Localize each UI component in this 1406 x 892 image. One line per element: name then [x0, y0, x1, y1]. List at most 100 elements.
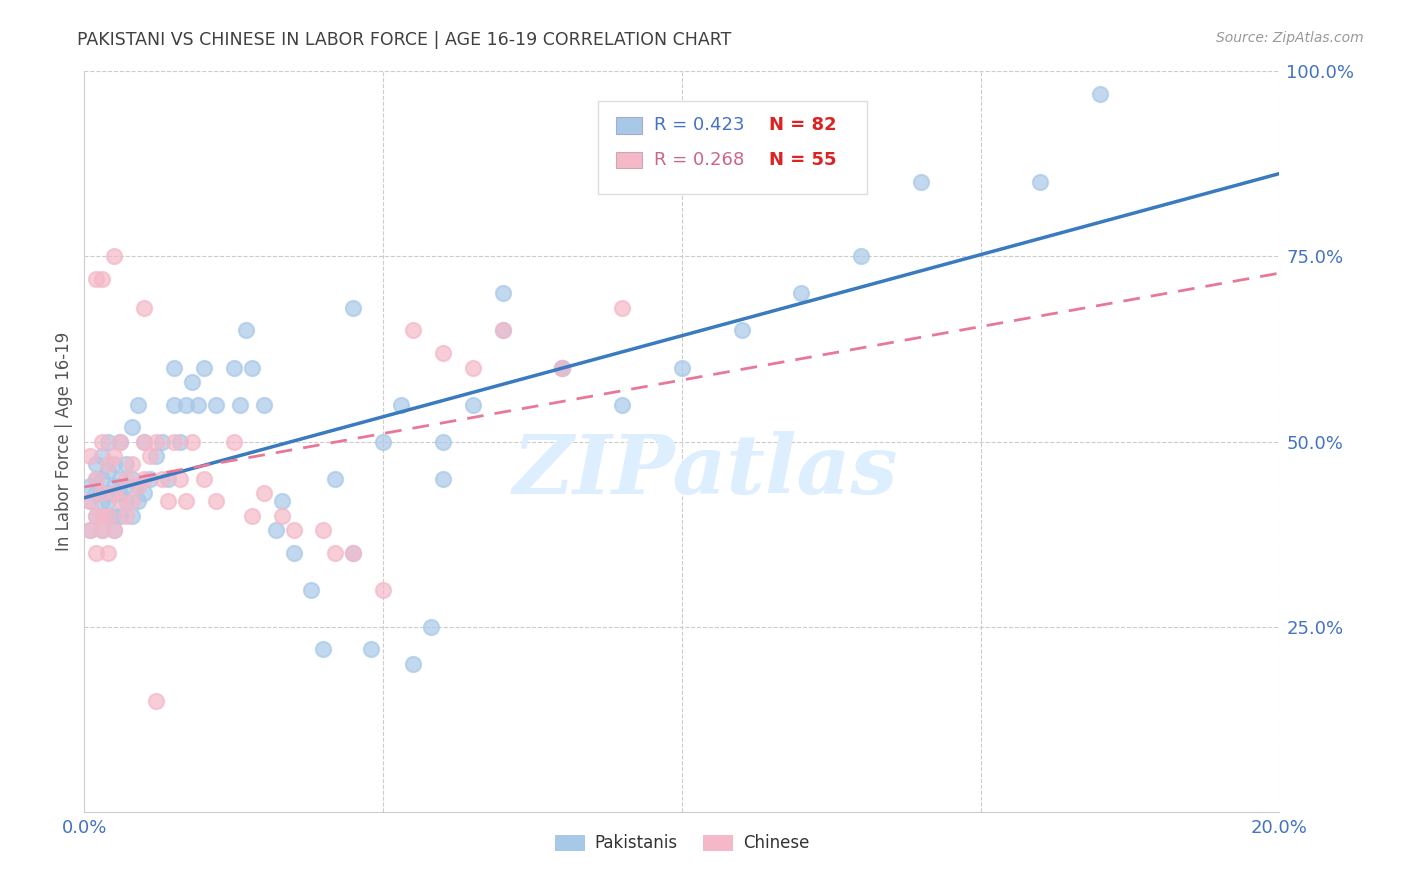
Point: [103, 524, 125, 538]
Text: ZIPatlas: ZIPatlas: [513, 431, 898, 511]
Point: [91, 271, 114, 285]
Point: [121, 471, 143, 485]
Point: [132, 434, 156, 449]
Point: [79, 450, 101, 464]
Point: [97, 434, 120, 449]
Point: [612, 301, 634, 316]
Point: [139, 450, 162, 464]
Point: [91, 493, 114, 508]
Point: [103, 486, 125, 500]
Point: [110, 493, 132, 508]
Point: [402, 324, 425, 338]
Point: [86, 486, 108, 500]
Point: [127, 479, 149, 493]
Point: [492, 324, 515, 338]
Point: [612, 398, 634, 412]
Point: [551, 360, 574, 375]
Point: [150, 471, 173, 485]
Point: [264, 524, 287, 538]
Point: [115, 493, 138, 508]
Point: [373, 582, 395, 597]
Point: [187, 398, 209, 412]
Point: [127, 398, 149, 412]
Point: [150, 434, 173, 449]
Point: [132, 486, 156, 500]
Point: [145, 450, 167, 464]
Point: [97, 493, 120, 508]
Point: [91, 450, 114, 464]
Point: [325, 471, 347, 485]
Point: [110, 508, 132, 523]
Point: [110, 434, 132, 449]
Point: [790, 286, 813, 301]
Point: [312, 524, 335, 538]
Point: [86, 457, 108, 471]
Text: N = 82: N = 82: [769, 117, 837, 135]
Point: [110, 471, 132, 485]
Point: [91, 434, 114, 449]
Point: [110, 434, 132, 449]
Point: [671, 360, 693, 375]
Point: [91, 486, 114, 500]
Point: [115, 479, 138, 493]
Point: [312, 641, 335, 656]
Text: R = 0.423: R = 0.423: [654, 117, 745, 135]
Point: [222, 434, 245, 449]
Point: [157, 471, 180, 485]
Point: [461, 398, 484, 412]
Point: [270, 493, 292, 508]
Point: [103, 524, 125, 538]
Point: [91, 524, 114, 538]
Point: [86, 471, 108, 485]
Point: [79, 524, 101, 538]
Point: [432, 471, 454, 485]
Point: [132, 434, 156, 449]
Point: [103, 457, 125, 471]
Point: [163, 434, 186, 449]
Y-axis label: In Labor Force | Age 16-19: In Labor Force | Age 16-19: [55, 332, 73, 551]
Point: [360, 641, 382, 656]
Point: [432, 345, 454, 359]
Point: [97, 457, 120, 471]
Point: [103, 479, 125, 493]
Point: [174, 493, 197, 508]
Point: [205, 398, 228, 412]
Point: [373, 434, 395, 449]
Point: [86, 546, 108, 560]
Point: [181, 376, 204, 390]
Point: [169, 434, 191, 449]
Bar: [616, 152, 643, 169]
Point: [127, 479, 149, 493]
Point: [79, 479, 101, 493]
Point: [97, 464, 120, 478]
Point: [163, 398, 186, 412]
Point: [1029, 175, 1052, 190]
Text: R = 0.268: R = 0.268: [654, 152, 745, 169]
Text: PAKISTANI VS CHINESE IN LABOR FORCE | AGE 16-19 CORRELATION CHART: PAKISTANI VS CHINESE IN LABOR FORCE | AG…: [77, 31, 731, 49]
Point: [174, 398, 197, 412]
Point: [169, 471, 191, 485]
Point: [181, 434, 204, 449]
Point: [97, 486, 120, 500]
Point: [86, 508, 108, 523]
Point: [115, 508, 138, 523]
Point: [551, 360, 574, 375]
Point: [79, 493, 101, 508]
Point: [492, 286, 515, 301]
Point: [551, 360, 574, 375]
Point: [91, 524, 114, 538]
Point: [121, 419, 143, 434]
Point: [492, 324, 515, 338]
Point: [342, 546, 364, 560]
Point: [910, 175, 932, 190]
Point: [139, 471, 162, 485]
Point: [115, 457, 138, 471]
Point: [301, 582, 323, 597]
Point: [86, 471, 108, 485]
Point: [205, 493, 228, 508]
Point: [103, 250, 125, 264]
Legend: Pakistanis, Chinese: Pakistanis, Chinese: [548, 828, 815, 859]
Text: Source: ZipAtlas.com: Source: ZipAtlas.com: [1216, 31, 1364, 45]
Point: [121, 493, 143, 508]
Point: [193, 471, 215, 485]
